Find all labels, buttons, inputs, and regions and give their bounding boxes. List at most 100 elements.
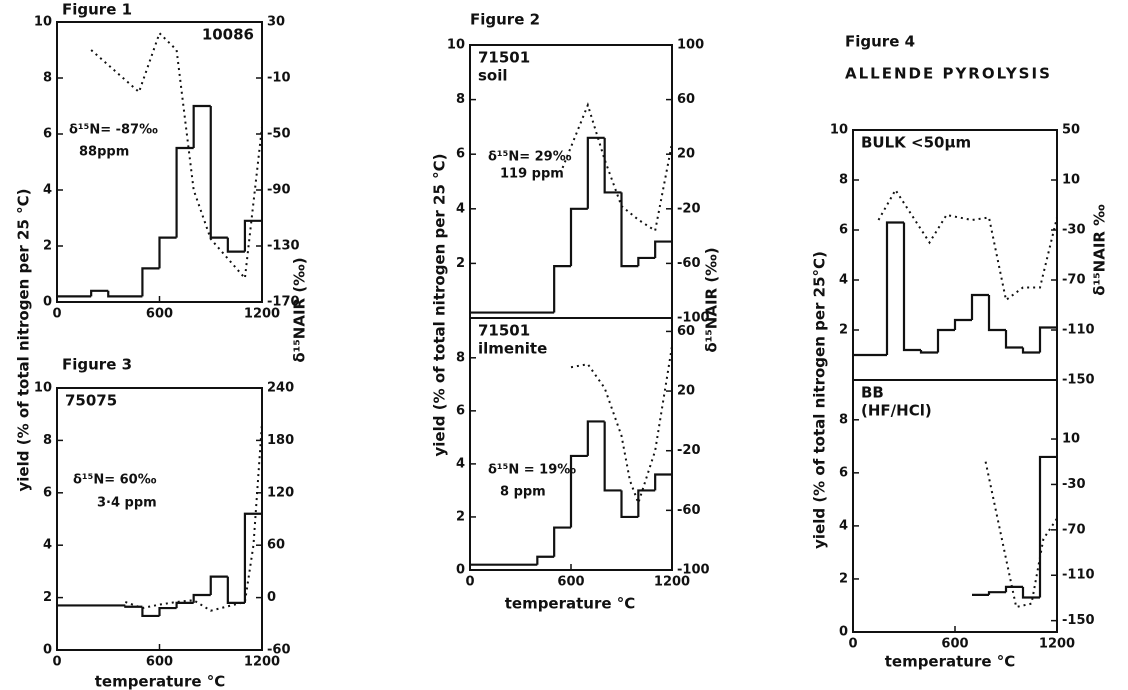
- y-tick-label: 6: [43, 485, 52, 500]
- annotation: 8 ppm: [500, 485, 546, 500]
- y2-tick-label: -20: [677, 201, 701, 216]
- y-tick-label: 0: [43, 643, 52, 658]
- y2-tick-label: -30: [1062, 477, 1086, 492]
- y-tick-label: 2: [456, 256, 465, 271]
- y-tick-label: 4: [456, 201, 465, 216]
- yield-step: [637, 256, 656, 267]
- y2-tick-label: 240: [267, 381, 294, 396]
- y-tick-label: 6: [456, 147, 465, 162]
- y2-tick-label: -100: [677, 311, 710, 326]
- y-axis-title: yield (% of total nitrogen per 25 °C): [431, 154, 449, 457]
- yield-step: [192, 593, 211, 603]
- yield-step: [90, 289, 109, 297]
- yield-step: [243, 512, 262, 603]
- panel-label: BB: [861, 384, 884, 402]
- x-tick-label: 600: [941, 637, 968, 652]
- y-tick-label: 4: [43, 183, 52, 198]
- y-tick-label: 8: [839, 412, 848, 427]
- yield-step: [226, 576, 245, 604]
- y2-tick-label: 100: [677, 38, 704, 53]
- x-tick-label: 1200: [654, 575, 690, 590]
- x-axis-title: temperature °C: [95, 673, 226, 690]
- y-tick-label: 8: [456, 350, 465, 365]
- y-tick-label: 6: [456, 403, 465, 418]
- y2-tick-label: -60: [677, 503, 701, 518]
- yield-step: [1038, 326, 1057, 353]
- yield-step: [553, 265, 571, 313]
- yield-step: [569, 207, 588, 267]
- y2-tick-label: 0: [267, 590, 276, 605]
- x-tick-label: 1200: [244, 655, 280, 670]
- y2-tick-label: 20: [677, 147, 695, 162]
- y2-tick-label: -130: [267, 239, 300, 254]
- y-tick-label: 2: [456, 509, 465, 524]
- yield-step: [1038, 455, 1057, 598]
- y2-tick-label: -150: [1062, 613, 1095, 628]
- y-tick-label: 4: [839, 518, 848, 533]
- y2-axis-title: δ¹⁵NAIR ‰: [1091, 204, 1109, 296]
- x-tick-label: 0: [848, 637, 857, 652]
- panel-label: (HF/HCl): [861, 402, 932, 420]
- yield-step: [919, 350, 938, 354]
- x-tick-label: 600: [146, 655, 173, 670]
- x-tick-label: 0: [465, 575, 474, 590]
- x-axis-title: temperature °C: [885, 653, 1016, 671]
- x-tick-label: 1200: [1039, 637, 1075, 652]
- yield-step: [902, 222, 921, 352]
- y-tick-label: 8: [456, 92, 465, 107]
- yield-step: [158, 606, 177, 616]
- y2-tick-label: -90: [267, 183, 291, 198]
- yield-step: [586, 136, 605, 209]
- y-tick-label: 4: [456, 456, 465, 471]
- delta-n15-line: [124, 422, 263, 612]
- y-tick-label: 0: [43, 295, 52, 310]
- x-tick-label: 0: [52, 307, 61, 322]
- y-tick-label: 2: [43, 590, 52, 605]
- y2-tick-label: 60: [677, 324, 695, 339]
- yield-step: [141, 606, 160, 618]
- yield-step: [158, 236, 177, 269]
- figure-subtitle: ALLENDE PYROLYSIS: [845, 65, 1052, 83]
- y2-tick-label: 20: [677, 384, 695, 399]
- y2-tick-label: 180: [267, 433, 294, 448]
- yield-step: [885, 221, 904, 355]
- yield-step: [1004, 330, 1023, 349]
- annotation: δ¹⁵N= 29‰: [488, 150, 572, 165]
- y2-tick-label: 60: [677, 92, 695, 107]
- y-axis-title: yield (% of total nitrogen per 25 °C): [15, 189, 33, 492]
- panel-label: 10086: [202, 26, 254, 44]
- yield-step: [987, 591, 1006, 595]
- yield-step: [192, 104, 211, 148]
- panel-label: 71501: [478, 322, 530, 340]
- y2-tick-label: 10: [1062, 432, 1080, 447]
- yield-step: [175, 146, 194, 238]
- annotation: 119 ppm: [500, 167, 564, 182]
- annotation: δ¹⁵N= 60‰: [73, 473, 157, 488]
- y2-tick-label: -70: [1062, 273, 1086, 288]
- annotation: δ¹⁵N = 19‰: [488, 463, 576, 478]
- y2-tick-label: 30: [267, 15, 285, 30]
- yield-step: [620, 192, 639, 268]
- y-tick-label: 4: [43, 538, 52, 553]
- yield-step: [1004, 585, 1023, 593]
- yield-step: [243, 219, 262, 252]
- y2-tick-label: 50: [1062, 123, 1080, 138]
- x-tick-label: 600: [146, 307, 173, 322]
- panel-label: soil: [478, 67, 508, 85]
- y-tick-label: 10: [830, 123, 848, 138]
- yield-step: [553, 526, 571, 557]
- y-tick-label: 10: [447, 38, 465, 53]
- panel-label: BULK <50μm: [861, 134, 971, 152]
- delta-n15-line: [561, 102, 673, 233]
- y2-tick-label: -60: [267, 643, 291, 658]
- y2-tick-label: -10: [267, 71, 291, 86]
- y2-tick-label: -70: [1062, 522, 1086, 537]
- yield-step: [1021, 347, 1040, 354]
- figure-title: Figure 1: [62, 1, 132, 19]
- x-tick-label: 1200: [244, 307, 280, 322]
- panel-label: 71501: [478, 49, 530, 67]
- yield-step: [209, 106, 228, 239]
- y2-tick-label: -30: [1062, 223, 1086, 238]
- yield-step: [970, 293, 989, 320]
